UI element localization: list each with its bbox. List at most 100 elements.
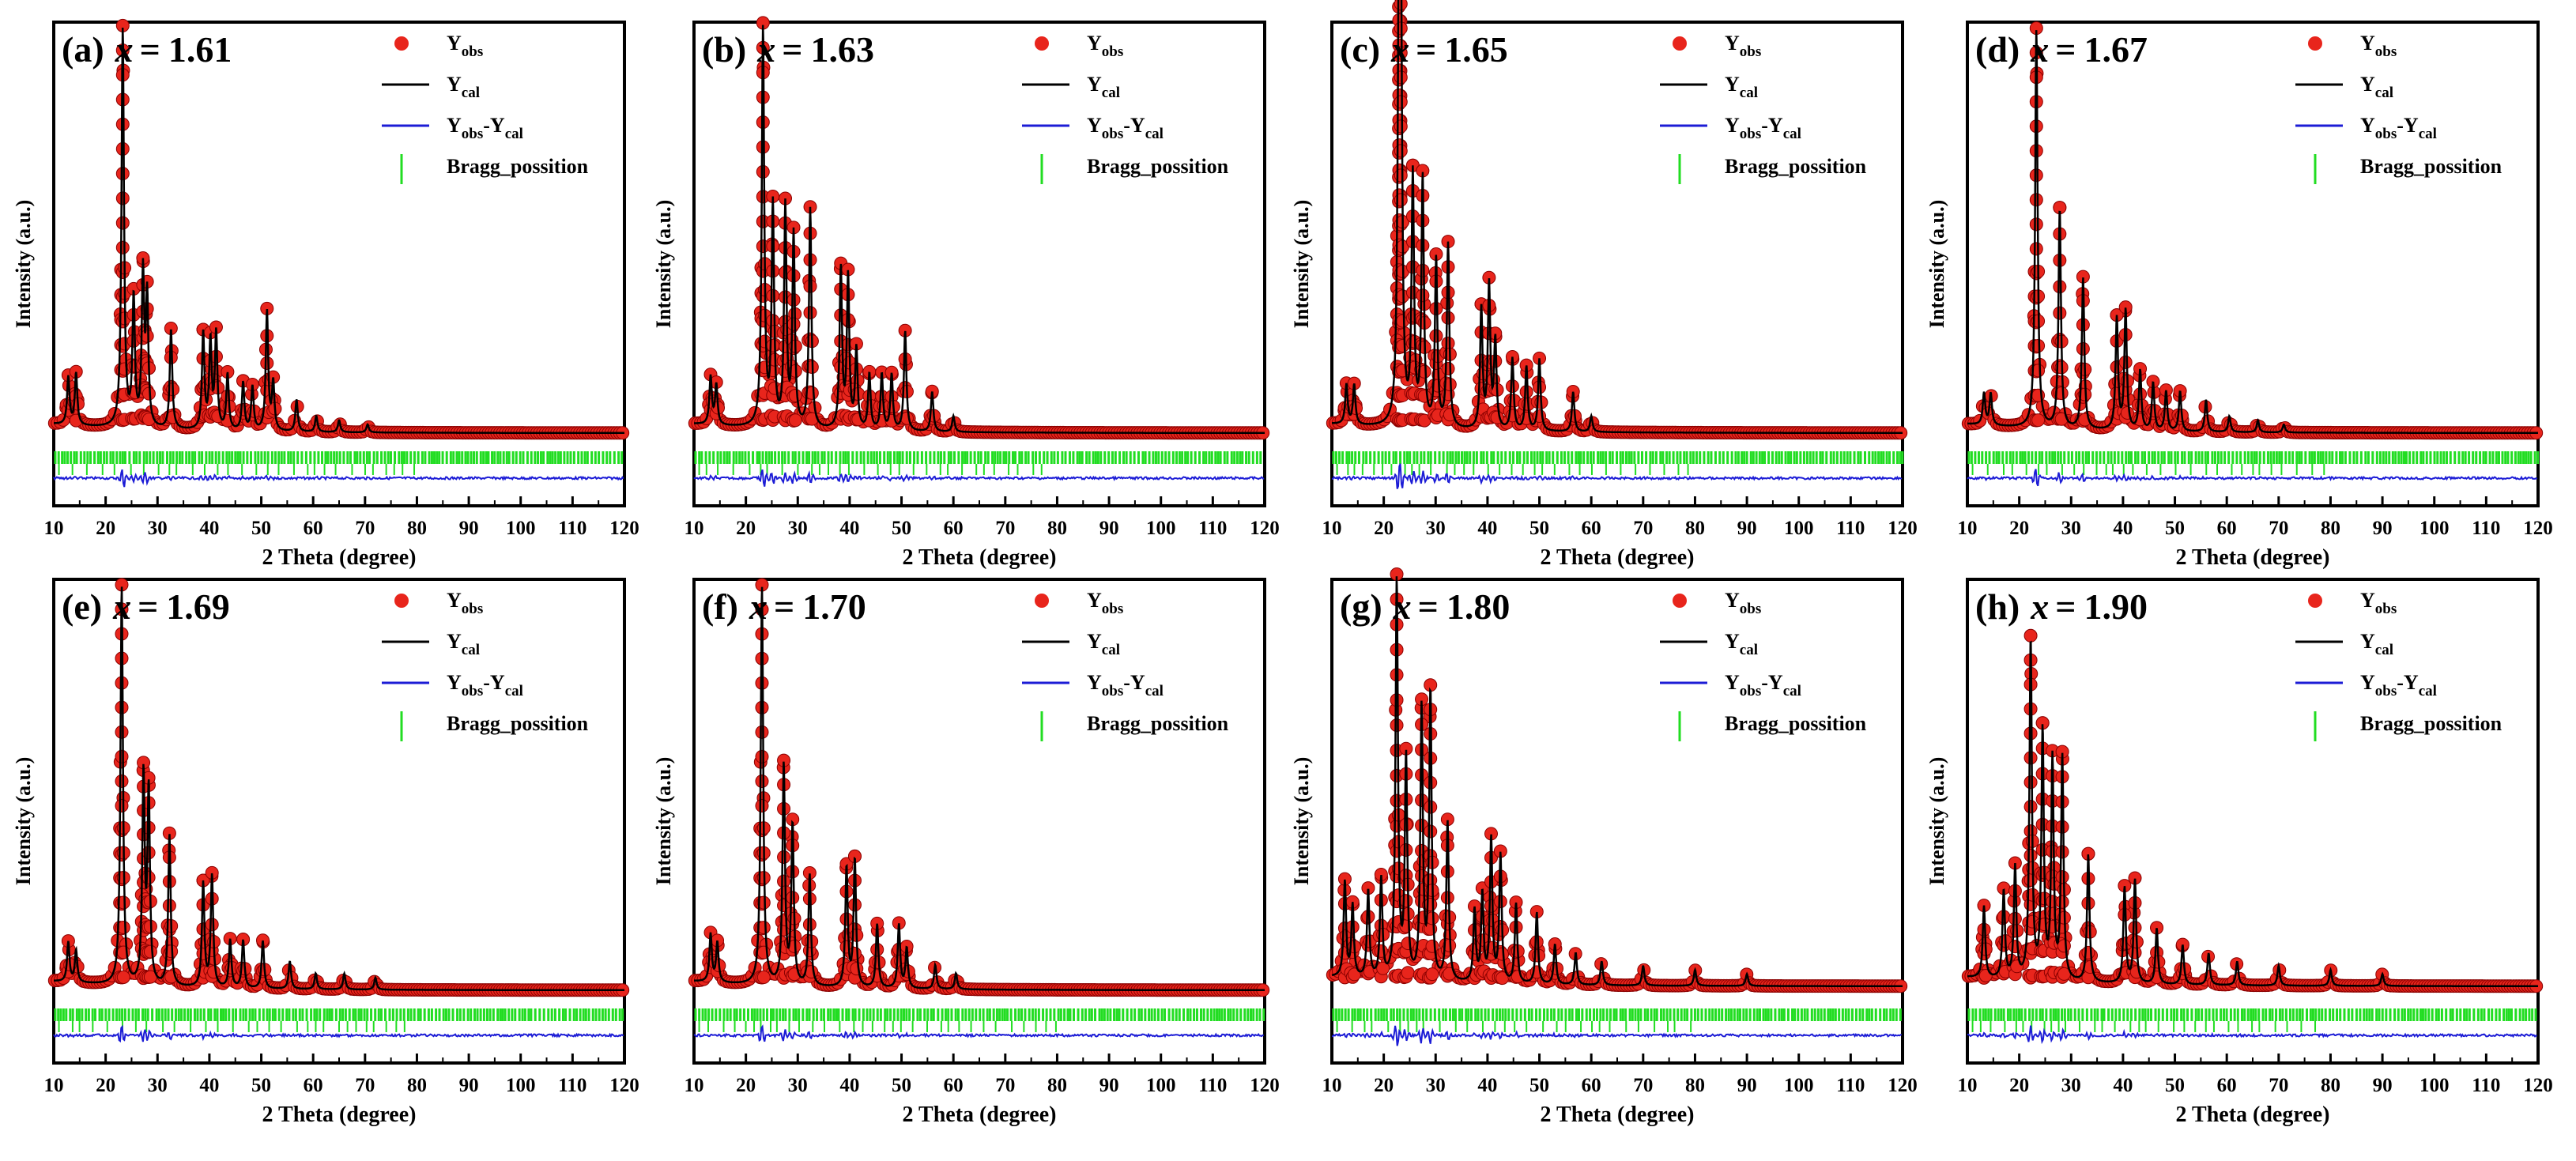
x-tick-label: 40 <box>199 1075 219 1096</box>
legend-label-mid: -Y <box>483 671 505 694</box>
obs-point <box>766 338 780 352</box>
legend-marker-circle <box>1035 36 1049 51</box>
x-tick-label: 120 <box>1250 1075 1280 1096</box>
obs-point <box>788 389 802 403</box>
obs-point <box>2133 387 2148 401</box>
x-tick-label: 120 <box>1888 1075 1918 1096</box>
legend-label: Ycal <box>2360 73 2393 101</box>
calculated-line <box>54 27 624 435</box>
obs-point <box>2055 870 2069 884</box>
x-tick-label: 50 <box>892 1075 911 1096</box>
x-axis-label: 2 Theta (degree) <box>1541 545 1695 570</box>
legend-label-sub: obs <box>2375 43 2397 60</box>
legend-label: Yobs <box>1725 32 1761 60</box>
x-tick-label: 120 <box>1888 518 1918 539</box>
y-axis-label: Intensity (a.u.) <box>1925 200 1948 329</box>
legend-label-mid: -Y <box>2397 114 2419 137</box>
obs-point <box>756 971 771 985</box>
obs-point <box>1394 119 1408 134</box>
panel-equals: = <box>2055 29 2076 70</box>
x-tick-label: 60 <box>944 518 964 539</box>
x-tick-label: 40 <box>199 518 219 539</box>
x-axis-label: 2 Theta (degree) <box>903 1103 1057 1127</box>
obs-point <box>1416 288 1430 303</box>
legend-entry: Ycal <box>2295 630 2393 658</box>
obs-point <box>2031 413 2046 428</box>
legend-label-base: Y <box>1725 32 1740 55</box>
x-tick-label: 110 <box>558 518 586 539</box>
x-tick-label: 110 <box>1198 1075 1227 1096</box>
x-tick-label: 50 <box>2165 518 2185 539</box>
x-ticks: 10 20 30 40 50 60 70 80 90 100 110 120 <box>1322 1054 1918 1096</box>
x-tick-label: 100 <box>1784 1075 1814 1096</box>
x-tick-label: 60 <box>1582 1075 1601 1096</box>
legend-entry: Bragg_possition <box>1678 711 1867 741</box>
x-tick-label: 120 <box>2523 518 2553 539</box>
legend-entry: Yobs <box>2308 589 2397 617</box>
obs-point <box>115 725 129 739</box>
legend-label-sub2: cal <box>1783 126 1801 142</box>
legend-label-base: Y <box>447 671 462 694</box>
x-tick-label: 110 <box>1198 518 1227 539</box>
obs-point <box>850 962 864 976</box>
obs-point <box>1401 966 1415 980</box>
x-tick-label: 10 <box>685 518 704 539</box>
legend-entry: Ycal <box>1660 73 1758 101</box>
x-tick-label: 70 <box>1633 518 1653 539</box>
obs-point <box>786 317 801 331</box>
x-tick-label: 70 <box>355 518 375 539</box>
obs-point <box>1399 894 1413 908</box>
x-tick-label: 100 <box>1146 1075 1176 1096</box>
x-tick-label: 20 <box>2009 1075 2029 1096</box>
x-tick-label: 100 <box>506 1075 536 1096</box>
legend-marker-circle <box>2308 36 2322 51</box>
x-tick-label: 10 <box>1322 518 1342 539</box>
x-tick-label: 120 <box>2523 1075 2553 1096</box>
panel-variable: x <box>2030 29 2049 70</box>
legend-entry: Ycal <box>382 630 480 658</box>
panel-a: 10 20 30 40 50 60 70 80 90 100 110 120 2 Theta (degr… <box>12 18 639 570</box>
x-tick-label: 50 <box>251 1075 271 1096</box>
panel-value: 1.80 <box>1446 586 1511 627</box>
legend-label: Yobs <box>2360 589 2397 617</box>
legend-label-base: Y <box>1087 671 1102 694</box>
obs-point <box>2023 775 2038 790</box>
x-tick-label: 40 <box>1477 518 1497 539</box>
legend-entry: Ycal <box>1022 73 1120 101</box>
panel-title: (e) x = 1.69 <box>62 586 230 627</box>
obs-point <box>115 749 129 763</box>
legend-label: Ycal <box>447 73 480 101</box>
obs-point <box>115 798 129 812</box>
legend-label-sub: obs <box>2375 126 2397 142</box>
obs-point <box>2008 911 2022 925</box>
legend-label-sub: obs <box>2375 683 2397 699</box>
legend-label-sub: obs <box>1102 683 1123 699</box>
legend-label-sub2: cal <box>505 683 523 699</box>
legend-entry: Yobs-Ycal <box>2295 114 2437 142</box>
legend-label-mid: -Y <box>1123 671 1145 694</box>
panel-variable: x <box>2030 586 2049 627</box>
panel-e: 10 20 30 40 50 60 70 80 90 100 110 120 2 Theta (degr… <box>12 578 639 1127</box>
x-tick-label: 40 <box>2113 518 2133 539</box>
x-tick-label: 80 <box>1685 518 1705 539</box>
panel-value: 1.90 <box>2084 586 2148 627</box>
legend-label-mid: -Y <box>2397 671 2419 694</box>
panel-value: 1.67 <box>2084 29 2148 70</box>
obs-point <box>2081 896 2095 910</box>
obs-point <box>1424 824 1438 839</box>
x-axis-label: 2 Theta (degree) <box>2176 1103 2330 1127</box>
bragg-ticks <box>1332 1008 1902 1032</box>
x-tick-label: 20 <box>1374 518 1394 539</box>
obs-point <box>839 912 854 926</box>
legend-label: Yobs-Ycal <box>2360 671 2437 699</box>
legend-label: Yobs <box>2360 32 2397 60</box>
difference-line <box>693 469 1265 487</box>
panel-value: 1.65 <box>1444 29 1508 70</box>
legend-label: Ycal <box>1087 73 1120 101</box>
difference-line <box>693 1024 1264 1042</box>
legend-entry: Yobs <box>1035 589 1123 617</box>
obs-point <box>1493 895 1507 909</box>
legend-label: Bragg_possition <box>447 155 589 178</box>
